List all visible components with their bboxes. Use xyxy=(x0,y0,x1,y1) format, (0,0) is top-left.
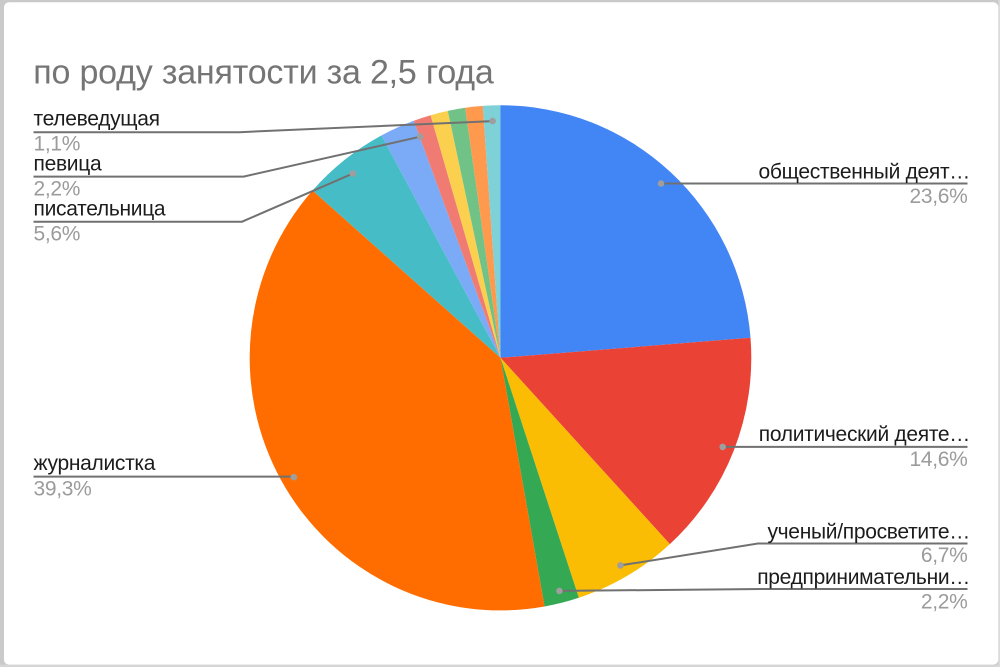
svg-text:2,2%: 2,2% xyxy=(921,591,968,614)
svg-text:23,6%: 23,6% xyxy=(909,185,967,208)
svg-text:2,2%: 2,2% xyxy=(34,178,81,201)
svg-text:14,6%: 14,6% xyxy=(909,448,967,471)
svg-text:39,3%: 39,3% xyxy=(34,478,92,501)
svg-text:журналистка: журналистка xyxy=(34,452,156,475)
svg-text:общественный деят…: общественный деят… xyxy=(758,161,970,184)
svg-text:писательница: писательница xyxy=(34,198,166,221)
svg-text:телеведущая: телеведущая xyxy=(34,107,160,130)
svg-text:ученый/просветите…: ученый/просветите… xyxy=(767,520,970,543)
svg-text:по роду занятости за 2,5 года: по роду занятости за 2,5 года xyxy=(33,53,494,91)
svg-text:певица: певица xyxy=(34,152,102,175)
svg-text:предпринимательни…: предпринимательни… xyxy=(757,566,970,589)
svg-text:6,7%: 6,7% xyxy=(921,544,968,567)
svg-text:1,1%: 1,1% xyxy=(34,132,81,155)
svg-text:политический деяте…: политический деяте… xyxy=(759,423,970,446)
svg-text:5,6%: 5,6% xyxy=(34,223,81,246)
